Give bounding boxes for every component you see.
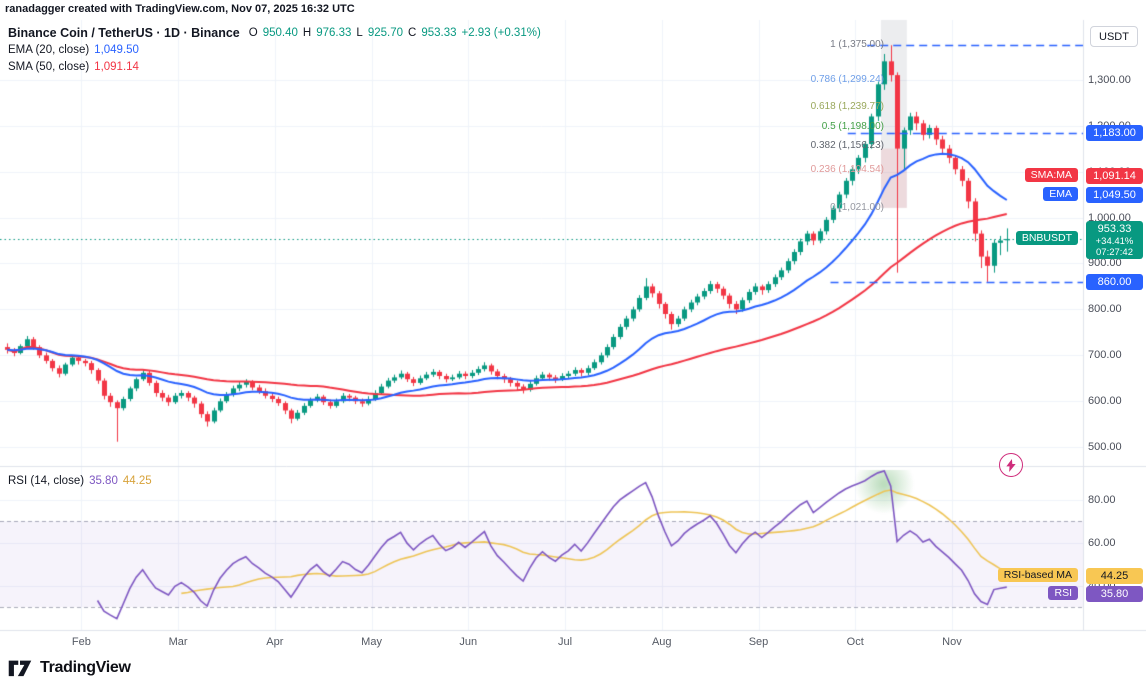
- ohlc-high-label: H: [302, 26, 312, 39]
- time-axis-label: Feb: [71, 636, 91, 648]
- ema-legend-name[interactable]: EMA (20, close): [8, 43, 90, 56]
- time-axis-label: May: [361, 636, 382, 648]
- sma-legend-name[interactable]: SMA (50, close): [8, 60, 90, 73]
- rsi-badge-chip: RSI: [1048, 586, 1078, 601]
- sma-legend-row: SMA (50, close) 1,091.14: [8, 58, 541, 75]
- sma-legend-value: 1,091.14: [94, 60, 139, 73]
- sma-badge: 1,091.14: [1086, 167, 1143, 184]
- rsi-ma-badge: 44.25: [1086, 568, 1143, 585]
- symbol-title[interactable]: Binance Coin / TetherUS · 1D · Binance: [8, 25, 240, 40]
- rsi-tick: 80.00: [1088, 493, 1116, 506]
- price-tick: 700.00: [1088, 349, 1122, 362]
- rsi-badge: 35.80: [1086, 586, 1143, 603]
- ohlc-open-value: 950.40: [262, 26, 298, 39]
- last-price-badge-chip: BNBUSDT: [1015, 230, 1078, 245]
- rsi-ma-badge-chip: RSI-based MA: [997, 568, 1078, 583]
- fib-level-label: 0.786 (1,299.24): [810, 74, 884, 86]
- ema-badge-chip: EMA: [1043, 186, 1078, 201]
- lightning-mode-button[interactable]: [999, 453, 1023, 477]
- rsi-legend-value: 35.80: [89, 474, 118, 487]
- time-axis-label: Nov: [942, 636, 962, 648]
- fib-level-label: 0.5 (1,198.00): [821, 120, 884, 132]
- time-axis-label: Sep: [748, 636, 769, 648]
- time-axis-label: Jul: [558, 636, 573, 648]
- sma-badge-chip: SMA:MA: [1024, 167, 1078, 182]
- rsi-ma-legend-value: 44.25: [122, 474, 152, 487]
- time-axis-label: Jun: [459, 636, 478, 648]
- rsi-legend: RSI (14, close) 35.80 44.25: [8, 472, 152, 489]
- ohlc-open-label: O: [248, 26, 258, 39]
- price-tick: 1,000.00: [1088, 211, 1131, 224]
- ohlc-change-value: +2.93 (+0.31%): [461, 26, 541, 39]
- ohlc-low-value: 925.70: [367, 26, 403, 39]
- fib-level-label: 0 (1,021.00): [830, 201, 884, 213]
- ema-legend-row: EMA (20, close) 1,049.50: [8, 41, 541, 58]
- rsi-legend-name[interactable]: RSI (14, close): [8, 474, 85, 487]
- tradingview-logo[interactable]: TradingView: [7, 657, 131, 678]
- attribution-text: ranadagger created with TradingView.com,…: [5, 3, 355, 15]
- price-tick: 1,300.00: [1088, 73, 1131, 86]
- ema-badge: 1,049.50: [1086, 186, 1143, 203]
- lightning-icon: [1006, 458, 1016, 472]
- time-axis-label: Apr: [266, 636, 284, 648]
- ohlc-low-label: L: [356, 26, 363, 39]
- price-scale-unit-button[interactable]: USDT: [1090, 26, 1138, 47]
- fib-level-label: 1 (1,375.00): [830, 39, 884, 51]
- fib-level-label: 0.618 (1,239.77): [810, 101, 884, 113]
- chart-legend: Binance Coin / TetherUS · 1D · Binance O…: [8, 24, 541, 75]
- fib-level-label: 0.382 (1,156.23): [810, 139, 884, 151]
- ohlc-high-value: 976.33: [316, 26, 352, 39]
- time-axis-label: Mar: [168, 636, 188, 648]
- level-1183-badge: 1,183.00: [1086, 125, 1143, 142]
- price-tick: 900.00: [1088, 257, 1122, 270]
- ohlc-close-label: C: [408, 26, 417, 39]
- ohlc-close-value: 953.33: [421, 26, 457, 39]
- tradingview-wordmark: TradingView: [40, 658, 131, 676]
- symbol-legend-row: Binance Coin / TetherUS · 1D · Binance O…: [8, 24, 541, 41]
- rsi-tick: 60.00: [1088, 536, 1116, 549]
- time-axis-label: Aug: [651, 636, 672, 648]
- price-tick: 800.00: [1088, 303, 1122, 316]
- price-tick: 500.00: [1088, 441, 1122, 454]
- price-tick: 600.00: [1088, 395, 1122, 408]
- last-price-badge: 953.33 +34.41% 07:27:42: [1086, 220, 1143, 259]
- tradingview-logo-icon: [8, 660, 32, 677]
- ema-legend-value: 1,049.50: [94, 43, 139, 56]
- time-axis-label: Oct: [846, 636, 864, 648]
- level-860-badge: 860.00: [1086, 273, 1143, 290]
- rsi-legend-row: RSI (14, close) 35.80 44.25: [8, 472, 152, 489]
- fib-level-label: 0.236 (1,104.54): [810, 163, 884, 175]
